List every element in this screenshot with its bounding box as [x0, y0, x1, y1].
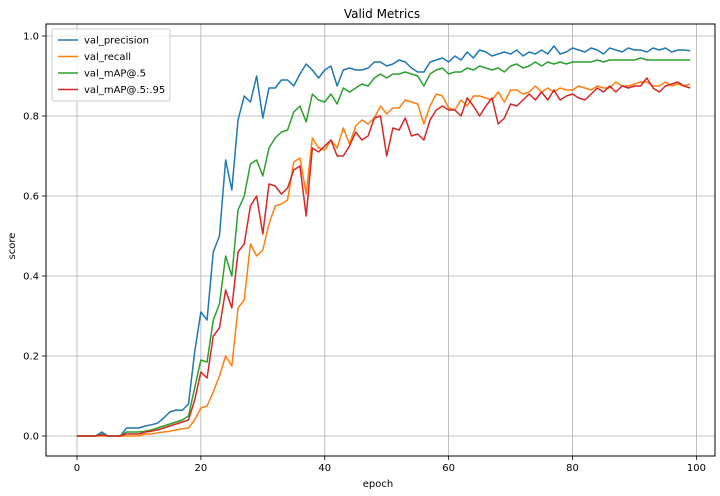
y-axis-label: score — [7, 233, 18, 260]
legend-label-val-map-5-95: val_mAP@.5:.95 — [84, 85, 165, 96]
legend-box — [51, 28, 171, 102]
x-tick-label: 80 — [566, 463, 579, 474]
y-tick-label: 0.2 — [23, 352, 39, 363]
y-tick-label: 0.8 — [23, 112, 39, 123]
x-tick-label: 20 — [194, 463, 207, 474]
x-axis-label: epoch — [363, 479, 393, 490]
x-tick-label: 100 — [687, 463, 706, 474]
series-line-val-precision — [76, 45, 691, 437]
series-line-val-map-5-95 — [76, 77, 691, 437]
x-tick-label: 0 — [74, 463, 80, 474]
chart-title: Valid Metrics — [344, 7, 420, 21]
y-tick-label: 1.0 — [23, 32, 39, 43]
legend-label-val-map-5: val_mAP@.5 — [84, 69, 146, 80]
series-line-val-recall — [76, 81, 691, 437]
x-tick-label: 40 — [318, 463, 331, 474]
series-lines — [76, 45, 691, 437]
legend: val_precision val_recall val_mAP@.5 val_mAP… — [51, 28, 171, 102]
x-tick-label: 60 — [442, 463, 455, 474]
y-tick-label: 0.0 — [23, 432, 39, 443]
plot-frame — [45, 23, 716, 457]
legend-label-val-recall: val_recall — [84, 52, 131, 63]
legend-label-val-precision: val_precision — [84, 36, 149, 47]
series-line-val-map-5 — [76, 57, 691, 437]
axis-ticks: 0 20 40 60 80 100 0.0 0.2 0.4 0.6 0.8 1.0 — [23, 32, 706, 475]
y-tick-label: 0.4 — [23, 272, 39, 283]
y-tick-label: 0.6 — [23, 192, 39, 203]
